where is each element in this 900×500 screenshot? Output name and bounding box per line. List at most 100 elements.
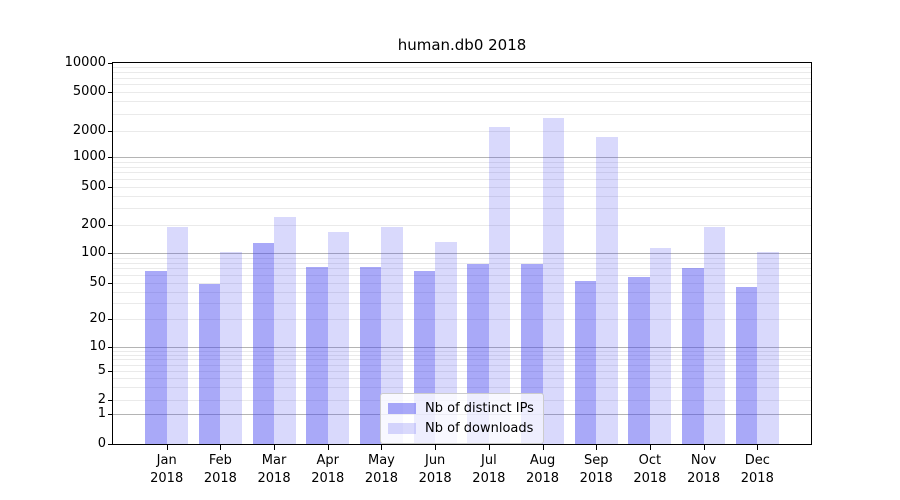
legend-label-distinct-ips: Nb of distinct IPs [425, 400, 534, 416]
y-tick-label: 50 [89, 275, 106, 290]
x-tick-month: May [368, 453, 395, 468]
minor-gridline [113, 179, 811, 181]
y-tick-label: 1000 [72, 149, 106, 164]
bar-downloads [327, 231, 350, 444]
bar-downloads [542, 118, 565, 444]
bar-distinct-ips [628, 276, 650, 444]
minor-gridline [113, 101, 811, 103]
x-tick-mark [166, 445, 168, 450]
y-tick-label: 10000 [64, 55, 106, 70]
bar-distinct-ips [735, 287, 758, 444]
x-tick-year: 2018 [150, 471, 184, 486]
y-tick-mark [108, 225, 113, 226]
x-tick-year: 2018 [633, 471, 667, 486]
x-tick-month: Dec [744, 453, 770, 468]
bar-distinct-ips [145, 270, 167, 444]
x-tick-label: Mar 2018 [244, 452, 304, 488]
y-tick-label: 500 [81, 179, 106, 194]
minor-gridline [113, 187, 811, 188]
chart-title: human.db0 2018 [397, 36, 527, 54]
x-tick-year: 2018 [525, 471, 560, 486]
plot-area [112, 62, 812, 445]
y-tick-mark [108, 157, 113, 158]
bar-downloads [274, 217, 296, 444]
y-tick-label: 1 [97, 406, 106, 421]
x-tick-year: 2018 [364, 471, 398, 486]
bar-downloads [381, 227, 403, 444]
x-tick-label: Jun 2018 [405, 452, 465, 488]
bar-distinct-ips [682, 267, 704, 444]
x-tick-year: 2018 [257, 471, 291, 486]
y-tick-mark [108, 131, 113, 132]
bar-distinct-ips [574, 281, 597, 444]
minor-gridline [113, 161, 811, 163]
minor-gridline [113, 364, 811, 366]
minor-gridline [113, 262, 811, 264]
y-tick-mark [108, 63, 113, 64]
x-tick-label: Aug 2018 [513, 452, 573, 488]
x-tick-month: Jan [156, 453, 177, 468]
y-tick-label: 5 [97, 363, 106, 378]
x-tick-month: Nov [690, 453, 717, 468]
legend-item-distinct-ips: Nb of distinct IPs [388, 399, 534, 417]
minor-gridline [113, 166, 811, 168]
x-tick-mark [703, 445, 705, 450]
minor-gridline [113, 92, 811, 93]
y-tick-label: 2 [97, 392, 106, 407]
y-tick-mark [108, 92, 113, 93]
legend-item-downloads: Nb of downloads [388, 419, 534, 437]
y-tick-mark [108, 414, 113, 415]
y-tick-mark [108, 283, 113, 284]
y-tick-mark [108, 400, 113, 401]
x-tick-mark [757, 445, 759, 450]
x-tick-month: Oct [638, 453, 662, 468]
x-tick-label: Jul 2018 [459, 452, 519, 488]
x-tick-month: Feb [208, 453, 232, 468]
minor-gridline [113, 72, 811, 74]
y-tick-label: 2000 [72, 123, 106, 138]
legend-swatch-distinct-ips [388, 402, 416, 414]
x-tick-mark [381, 445, 383, 450]
y-tick-label: 10 [89, 339, 106, 354]
legend: Nb of distinct IPs Nb of downloads [380, 393, 544, 444]
bar-downloads [488, 126, 511, 444]
x-tick-year: 2018 [579, 471, 613, 486]
major-gridline [113, 347, 811, 348]
y-tick-label: 0 [97, 436, 106, 451]
minor-gridline [113, 67, 811, 69]
minor-gridline [113, 387, 811, 389]
x-tick-month: Jun [424, 453, 446, 468]
bar-downloads [220, 251, 242, 444]
x-tick-month: Mar [261, 453, 287, 468]
x-tick-month: Sep [583, 453, 609, 468]
x-tick-label: Apr 2018 [298, 452, 358, 488]
bar-distinct-ips [359, 266, 382, 444]
y-tick-label: 5000 [72, 84, 106, 99]
minor-gridline [113, 319, 811, 320]
x-tick-year: 2018 [311, 471, 345, 486]
x-tick-year: 2018 [418, 471, 452, 486]
y-tick-mark [108, 319, 113, 320]
x-tick-year: 2018 [472, 471, 506, 486]
y-tick-label: 200 [81, 217, 106, 232]
x-tick-year: 2018 [687, 471, 721, 486]
bar-downloads [703, 227, 726, 444]
minor-gridline [113, 275, 811, 277]
y-tick-mark [108, 371, 113, 372]
minor-gridline [113, 77, 811, 79]
x-tick-year: 2018 [740, 471, 774, 486]
y-tick-mark [108, 444, 113, 445]
bar-downloads [757, 252, 779, 444]
minor-gridline [113, 350, 811, 352]
x-tick-mark [542, 445, 544, 450]
x-tick-mark [649, 445, 651, 450]
minor-gridline [113, 208, 811, 210]
minor-gridline [113, 371, 811, 372]
minor-gridline [113, 172, 811, 174]
x-tick-year: 2018 [203, 471, 237, 486]
minor-gridline [113, 131, 811, 132]
x-tick-mark [327, 445, 329, 450]
x-tick-month: Aug [529, 453, 556, 468]
minor-gridline [113, 359, 811, 361]
y-tick-label: 100 [81, 245, 106, 260]
